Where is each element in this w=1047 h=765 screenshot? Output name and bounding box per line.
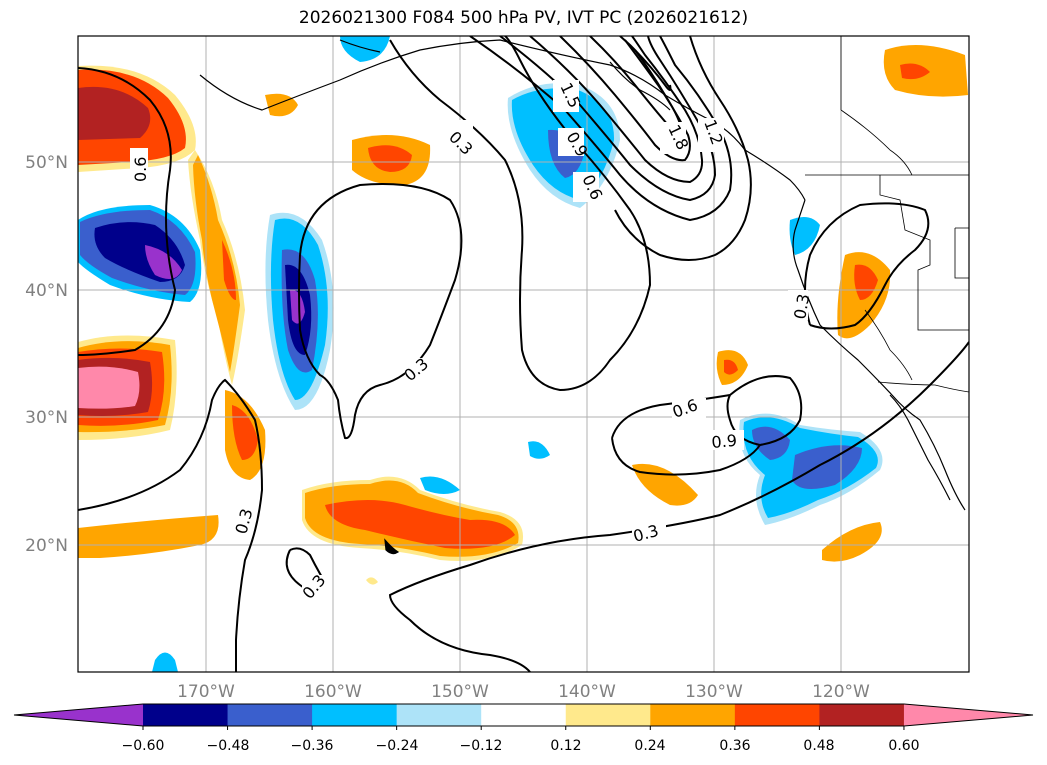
- anomaly-low-125w-core-east: [792, 445, 862, 489]
- anomaly-yellow-157w: [366, 577, 378, 585]
- colorbar-swatch: [481, 704, 567, 726]
- coastlines: [199, 39, 966, 555]
- anomaly-high-west-max: [78, 366, 140, 409]
- anomaly-blue-128w: [789, 216, 820, 255]
- political-borders: [805, 36, 969, 393]
- contour-label-bg: [660, 122, 686, 154]
- lat-tick-label: 50°N: [25, 153, 68, 173]
- contour-label-bg: [558, 128, 584, 156]
- contour-label-bg: [445, 120, 473, 148]
- lon-tick-label: 130°W: [685, 682, 743, 702]
- colorbar-extend-max: [903, 704, 1033, 726]
- lat-tick-labels: 50°N 40°N 30°N 20°N: [25, 153, 68, 556]
- anomaly-low-162w-min: [290, 289, 305, 324]
- contour-label-bg: [302, 575, 332, 603]
- contour-label-bg: [130, 148, 148, 182]
- colorbar-tick-label: 0.36: [719, 738, 750, 754]
- colorbar-swatch: [312, 704, 398, 726]
- anomaly-blue-167w: [152, 652, 178, 672]
- anomaly-orange-155w-core: [368, 145, 412, 172]
- contour-label-bg: [632, 522, 666, 542]
- contour-label-bg: [698, 118, 724, 152]
- lon-tick-label: 170°W: [177, 682, 235, 702]
- colorbar-tick-label: −0.60: [122, 738, 165, 754]
- contour-label: 0.9: [711, 431, 738, 452]
- colorbar-tick-labels: −0.60 −0.48 −0.36 −0.24 −0.12 0.12 0.24 …: [122, 738, 920, 754]
- contour-label-bg: [573, 172, 599, 202]
- lon-tick-label: 160°W: [304, 682, 362, 702]
- contour-label-bg: [405, 358, 435, 380]
- map-area: 0.6 0.3 0.3 0.3 0.3 0.3 0.6 0.9 0.9 0.6 …: [78, 36, 969, 672]
- anomaly-ridge: [193, 155, 240, 372]
- anomaly-blue-144w: [528, 441, 550, 459]
- lon-tick-labels: 170°W 160°W 150°W 140°W 130°W 120°W: [177, 682, 870, 702]
- map-title: 2026021300 F084 500 hPa PV, IVT PC (2026…: [298, 8, 749, 28]
- anomaly-orange-135w: [632, 463, 698, 506]
- anomaly-nw-core: [78, 86, 151, 140]
- colorbar-swatch: [143, 704, 229, 726]
- colorbar-tick-label: −0.24: [376, 738, 419, 754]
- lon-tick-label: 120°W: [812, 682, 870, 702]
- colorbar-swatch: [734, 704, 820, 726]
- colorbar: [13, 703, 1034, 730]
- lon-tick-label: 150°W: [431, 682, 489, 702]
- colorbar-swatch: [396, 704, 482, 726]
- colorbar-tick-label: 0.60: [888, 738, 919, 754]
- anomaly-orange-top-right-core: [900, 63, 930, 80]
- lon-tick-label: 140°W: [558, 682, 616, 702]
- colorbar-tick-label: −0.48: [207, 738, 250, 754]
- contour-label-bg: [788, 290, 808, 320]
- anomaly-orange-168w-core: [232, 405, 258, 460]
- anomaly-ridge-core: [222, 240, 236, 300]
- contour-label-bg: [710, 430, 744, 450]
- colorbar-swatch: [227, 704, 313, 726]
- colorbar-swatch: [650, 704, 736, 726]
- anomaly-orange-hawaii-core: [325, 500, 515, 549]
- colorbar-tick-label: 0.12: [550, 738, 581, 754]
- colorbar-swatch: [819, 704, 905, 726]
- colorbar-tick-label: −0.12: [460, 738, 503, 754]
- lat-tick-label: 40°N: [25, 281, 68, 301]
- anomaly-orange-129w-core: [724, 359, 738, 375]
- anomaly-orange-california-core: [854, 264, 878, 300]
- contour-label-bg: [553, 80, 579, 112]
- anomaly-orange-172w: [78, 515, 219, 558]
- anomaly-blue-152w: [420, 476, 460, 494]
- colorbar-tick-label: −0.36: [291, 738, 334, 754]
- contour-label-bg: [232, 505, 252, 533]
- lat-tick-label: 20°N: [25, 536, 68, 556]
- anomaly-low-west-min: [145, 245, 182, 279]
- map-frame: [77, 35, 970, 673]
- contour-label-bg: [672, 398, 706, 418]
- colorbar-swatch: [565, 704, 651, 726]
- colorbar-extend-min: [14, 704, 143, 726]
- lat-tick-label: 30°N: [25, 408, 68, 428]
- contour-label: 0.6: [131, 157, 150, 182]
- colorbar-tick-label: 0.48: [803, 738, 834, 754]
- colorbar-tick-label: 0.24: [634, 738, 665, 754]
- anomaly-orange-118w: [822, 522, 882, 562]
- contour-label: 0.3: [790, 292, 813, 320]
